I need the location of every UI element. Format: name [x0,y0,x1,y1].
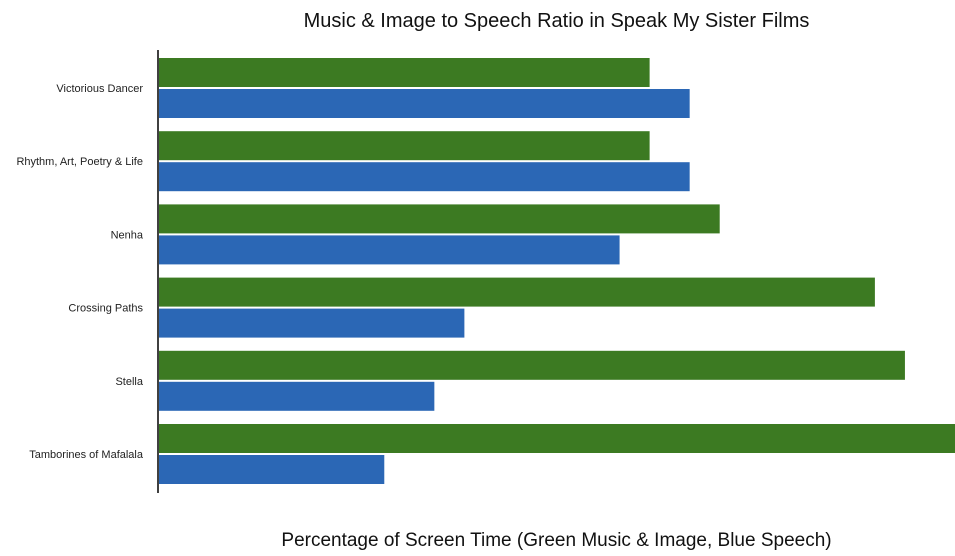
category-label: Stella [115,376,143,388]
category-label: Crossing Paths [68,303,143,315]
category-label: Rhythm, Art, Poetry & Life [16,156,143,168]
x-axis-title: Percentage of Screen Time (Green Music &… [281,530,832,551]
bar-music-image-2 [159,204,720,234]
chart-title: Music & Image to Speech Ratio in Speak M… [303,10,810,32]
bar-music-image-1 [159,131,650,161]
bar-speech-2 [159,235,620,265]
category-labels-group: Victorious Dancer Rhythm, Art, Poetry & L… [16,83,143,461]
bar-music-image-5 [159,424,955,453]
bar-speech-3 [159,308,465,338]
bar-speech-5 [159,455,385,484]
bar-music-image-4 [159,350,905,380]
bar-speech-0 [159,89,690,118]
category-label: Nenha [111,229,144,241]
bars-group [159,58,955,484]
bar-music-image-3 [159,277,875,307]
category-label: Tamborines of Mafalala [29,449,144,461]
bar-speech-4 [159,381,435,411]
bar-music-image-0 [159,58,650,87]
bar-speech-1 [159,162,690,192]
category-label: Victorious Dancer [56,83,143,95]
